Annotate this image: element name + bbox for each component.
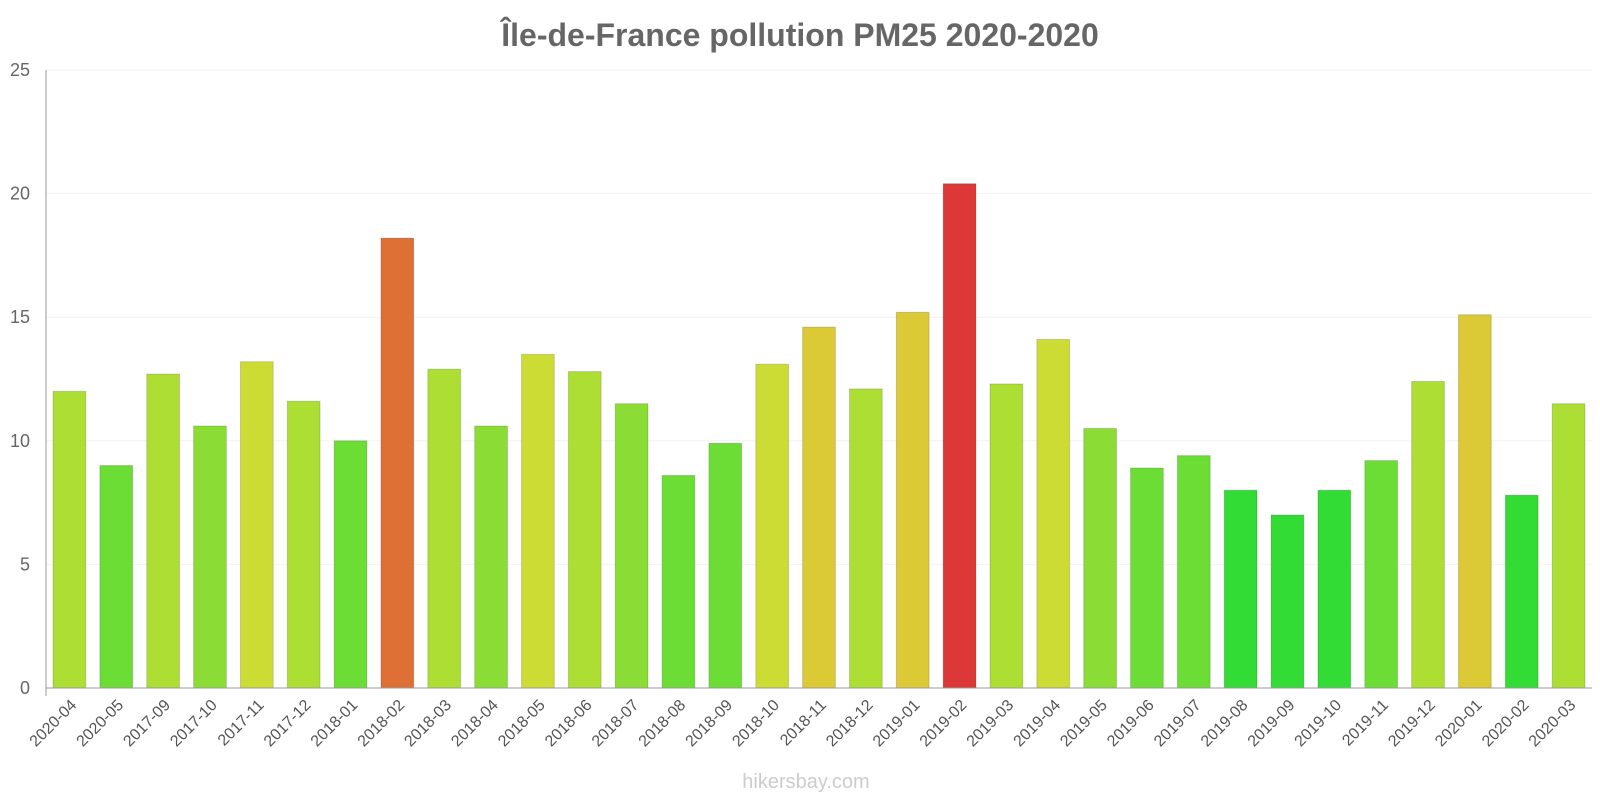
- x-tick-label: 2020-03: [1526, 697, 1580, 751]
- y-tick-label: 10: [10, 431, 30, 451]
- bar-2018-07[interactable]: [614, 403, 649, 689]
- y-tick-label: 15: [10, 307, 30, 327]
- x-tick-label: 2019-02: [917, 697, 971, 751]
- x-tick-label: 2018-06: [542, 697, 596, 751]
- y-axis-ticks: 0 5 10 15 20 25: [10, 60, 30, 698]
- x-tick-label: 2017-09: [120, 697, 174, 751]
- x-tick-label: 2018-04: [448, 697, 502, 751]
- x-tick-label: 2019-04: [1011, 697, 1065, 751]
- bar-2018-04[interactable]: [474, 425, 508, 689]
- x-tick-label: 2017-10: [167, 697, 221, 751]
- x-tick-label: 2018-10: [729, 697, 783, 751]
- x-tick-label: 2018-12: [823, 697, 877, 751]
- x-tick-label: 2018-08: [636, 697, 690, 751]
- x-tick-label: 2019-12: [1385, 697, 1439, 751]
- x-tick-label: 2017-12: [261, 697, 315, 751]
- bar-2019-07[interactable]: [1176, 455, 1211, 689]
- x-tick-label: 2018-05: [495, 697, 549, 751]
- y-tick-label: 25: [10, 60, 30, 80]
- bar-2018-10[interactable]: [755, 363, 790, 689]
- bar-2018-12[interactable]: [848, 388, 883, 689]
- bar-2019-04[interactable]: [1036, 338, 1071, 689]
- x-tick-label: 2020-05: [74, 697, 128, 751]
- x-tick-label: 2020-01: [1432, 697, 1486, 751]
- bar-2018-08[interactable]: [661, 474, 696, 689]
- bar-2017-11[interactable]: [239, 361, 274, 689]
- x-tick-label: 2019-01: [870, 697, 924, 751]
- bar-2020-04[interactable]: [52, 390, 87, 689]
- x-tick-label: 2019-09: [1245, 697, 1299, 751]
- bar-2019-08[interactable]: [1223, 489, 1258, 689]
- bar-2019-09[interactable]: [1270, 514, 1305, 689]
- x-tick-label: 2018-11: [777, 697, 830, 750]
- watermark: hikersbay.com: [742, 771, 869, 793]
- x-tick-label: 2018-07: [589, 697, 643, 751]
- x-tick-label: 2019-06: [1104, 697, 1158, 751]
- bar-2020-03[interactable]: [1551, 403, 1586, 689]
- bar-2018-06[interactable]: [567, 371, 602, 689]
- bar-2019-01[interactable]: [895, 311, 930, 689]
- chart-title: Île-de-France pollution PM25 2020-2020: [499, 17, 1099, 53]
- bar-2018-03[interactable]: [427, 368, 462, 689]
- x-tick-label: 2018-01: [308, 697, 362, 751]
- bar-2018-02[interactable]: [380, 237, 415, 689]
- bars-group: [52, 183, 1586, 689]
- bar-2017-10[interactable]: [193, 425, 227, 689]
- x-tick-label: 2019-03: [964, 697, 1018, 751]
- axes: [45, 70, 1592, 696]
- bar-2020-01[interactable]: [1457, 314, 1492, 689]
- bar-2020-05[interactable]: [99, 465, 134, 689]
- bar-2017-09[interactable]: [146, 373, 181, 689]
- y-tick-label: 5: [20, 554, 30, 574]
- x-tick-label: 2018-09: [683, 697, 737, 751]
- bar-2019-05[interactable]: [1083, 427, 1117, 689]
- bar-2019-03[interactable]: [989, 383, 1024, 689]
- bar-2018-01[interactable]: [333, 440, 368, 689]
- x-tick-label: 2018-02: [355, 697, 409, 751]
- bar-2019-11[interactable]: [1364, 460, 1399, 689]
- bar-2018-09[interactable]: [708, 442, 743, 689]
- x-tick-label: 2018-03: [401, 697, 455, 751]
- bar-2020-02[interactable]: [1504, 494, 1539, 689]
- x-tick-label: 2017-11: [215, 697, 268, 750]
- y-tick-label: 20: [10, 184, 30, 204]
- x-tick-label: 2019-08: [1198, 697, 1252, 751]
- x-tick-label: 2020-02: [1479, 697, 1533, 751]
- x-tick-label: 2019-11: [1339, 697, 1392, 750]
- y-tick-label: 0: [20, 678, 30, 698]
- x-tick-label: 2019-07: [1151, 697, 1205, 751]
- x-tick-label: 2020-04: [27, 697, 81, 751]
- bar-2017-12[interactable]: [286, 400, 321, 689]
- bar-2019-10[interactable]: [1317, 489, 1352, 689]
- bar-2018-05[interactable]: [521, 353, 555, 689]
- bar-2019-12[interactable]: [1411, 380, 1445, 689]
- x-tick-label: 2019-05: [1057, 697, 1111, 751]
- x-tick-label: 2019-10: [1292, 697, 1346, 751]
- bar-2019-02[interactable]: [942, 183, 977, 689]
- x-axis-ticks: 2020-042020-052017-092017-102017-112017-…: [27, 697, 1580, 751]
- bar-2019-06[interactable]: [1130, 467, 1164, 689]
- bar-2018-11[interactable]: [802, 326, 836, 689]
